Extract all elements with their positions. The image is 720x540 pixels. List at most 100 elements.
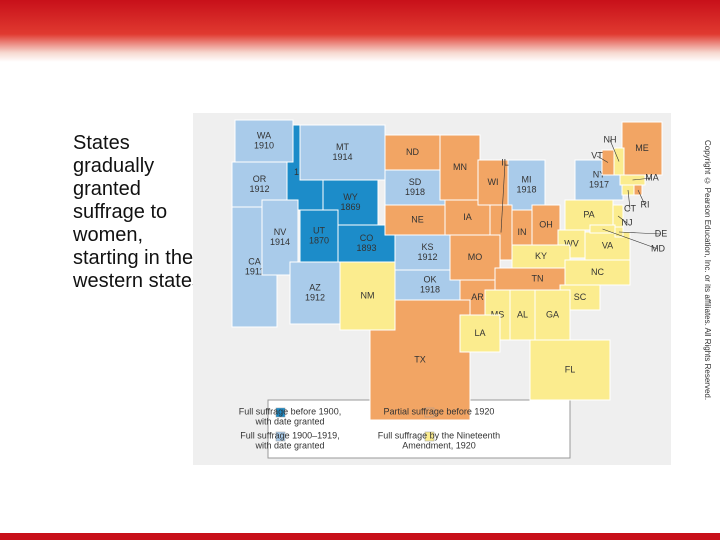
- state-abbr: CA: [248, 256, 261, 266]
- legend-swatch: [424, 431, 435, 442]
- state-abbr: AZ: [309, 282, 321, 292]
- state-abbr: DE: [655, 228, 668, 238]
- legend-label: with date granted: [254, 440, 324, 450]
- leader-line: [627, 189, 631, 210]
- state-year: 1914: [332, 152, 352, 162]
- state-abbr: WV: [564, 238, 579, 248]
- state-year: 1912: [249, 184, 269, 194]
- state-abbr: AL: [517, 309, 528, 319]
- state-abbr: CT: [624, 203, 636, 213]
- state-abbr: OH: [539, 219, 553, 229]
- state-year: 1911: [245, 266, 264, 276]
- state-abbr: WI: [488, 177, 499, 187]
- state-abbr: OK: [423, 274, 436, 284]
- state-abbr: WA: [257, 130, 271, 140]
- state: [299, 124, 386, 181]
- leader-line: [617, 215, 628, 224]
- state: [459, 314, 501, 353]
- state: [511, 244, 571, 269]
- state-abbr: PA: [583, 209, 594, 219]
- state-abbr: UT: [313, 225, 325, 235]
- state-abbr: MS: [491, 309, 505, 319]
- legend-label: Partial suffrage before 1920: [384, 406, 495, 416]
- legend-label: Full suffrage by the Nineteenth: [378, 430, 500, 440]
- state-abbr: MA: [645, 172, 659, 182]
- state-abbr: FL: [565, 364, 576, 374]
- state-abbr: NY: [593, 169, 606, 179]
- state-abbr: ND: [406, 147, 419, 157]
- state-abbr: LA: [474, 328, 485, 338]
- state: [394, 234, 461, 271]
- state-year: 1912: [417, 252, 437, 262]
- state-abbr: ME: [635, 143, 649, 153]
- state-year: 1918: [405, 187, 425, 197]
- state-abbr: SD: [409, 177, 422, 187]
- state-abbr: NH: [604, 134, 617, 144]
- state-year: 1917: [589, 179, 609, 189]
- state-abbr: IN: [518, 227, 527, 237]
- state: [369, 299, 471, 421]
- copyright: Copyright © Pearson Education, Inc. or i…: [703, 140, 712, 401]
- state-year: 1893: [356, 243, 376, 253]
- leader-line: [632, 177, 653, 181]
- state: [289, 261, 341, 325]
- state: [449, 234, 501, 281]
- legend-swatch: [275, 407, 286, 418]
- state-year: 1910: [254, 140, 274, 150]
- state: [384, 134, 441, 171]
- state-year: 1918: [516, 184, 536, 194]
- footer-band: [0, 533, 720, 540]
- state: [234, 119, 294, 163]
- state-abbr: AR: [471, 292, 484, 302]
- state-abbr: VT: [591, 150, 603, 160]
- state-abbr: RI: [641, 199, 650, 209]
- legend-swatch: [275, 431, 286, 442]
- legend-label: Full suffrage 1900–1919,: [240, 430, 339, 440]
- legend-label: with date granted: [254, 416, 324, 426]
- state-abbr: NE: [411, 214, 424, 224]
- legend-swatch: [424, 407, 435, 418]
- leader-line: [609, 139, 620, 162]
- state: [384, 169, 446, 206]
- state-abbr: NJ: [622, 217, 633, 227]
- state-abbr: KS: [421, 242, 433, 252]
- state-abbr: TX: [414, 354, 426, 364]
- state-year: 1918: [420, 284, 440, 294]
- header-band: [0, 0, 720, 62]
- leader-line: [596, 155, 609, 163]
- state-abbr: CO: [360, 233, 374, 243]
- state-year: 1869: [340, 202, 360, 212]
- state-abbr: NM: [361, 290, 375, 300]
- state-abbr: KY: [535, 251, 547, 261]
- state-abbr: IL: [501, 157, 509, 167]
- state-abbr: MN: [453, 162, 467, 172]
- state: [384, 204, 451, 236]
- state-abbr: OR: [253, 174, 267, 184]
- state-abbr: MO: [468, 252, 483, 262]
- leader-line: [637, 189, 646, 206]
- state-abbr: SC: [574, 292, 587, 302]
- state-abbr: GA: [546, 309, 559, 319]
- state-year: 1912: [305, 292, 325, 302]
- state-abbr: NC: [591, 267, 604, 277]
- state: [529, 339, 611, 401]
- state: [564, 259, 631, 286]
- state-year: 1914: [270, 237, 290, 247]
- state-abbr: IA: [463, 212, 472, 222]
- state-year: 1870: [309, 235, 329, 245]
- state-abbr: WY: [343, 192, 358, 202]
- legend-label: Full suffrage before 1900,: [239, 406, 341, 416]
- state-abbr: MT: [336, 142, 349, 152]
- legend-label: Amendment, 1920: [402, 440, 476, 450]
- state-abbr: VA: [602, 240, 613, 250]
- state: [339, 261, 396, 331]
- state-abbr: TN: [532, 273, 544, 283]
- slide-text: States gradually granted suffrage to wom…: [73, 132, 208, 292]
- leader-line: [618, 231, 662, 235]
- leader-line: [500, 162, 506, 233]
- state-abbr: NV: [274, 227, 287, 237]
- state-abbr: MD: [651, 243, 665, 253]
- state: [439, 134, 481, 201]
